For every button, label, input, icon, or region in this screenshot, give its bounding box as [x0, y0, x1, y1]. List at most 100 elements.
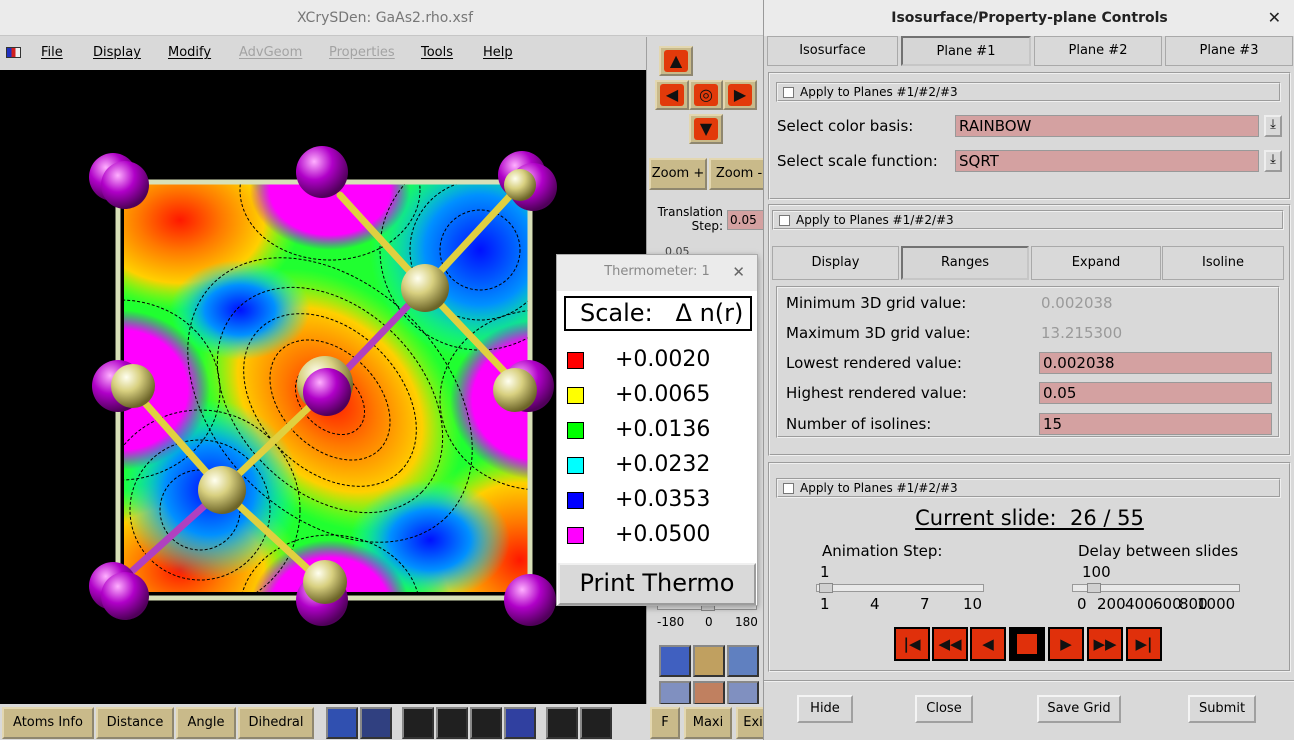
lowest-rendered-input[interactable]: 0.002038 — [1039, 352, 1272, 374]
maxi-button[interactable]: Maxi — [684, 707, 732, 739]
subtab-ranges[interactable]: Ranges — [901, 246, 1029, 280]
apply-planes-checkbox[interactable] — [779, 215, 790, 226]
delay-tick: 200 — [1097, 595, 1126, 613]
translate-right-button[interactable]: ▶ — [723, 80, 757, 110]
reset-view-button[interactable]: ◎ — [689, 80, 723, 110]
apply-planes-label: Apply to Planes #1/#2/#3 — [800, 85, 958, 99]
close-icon[interactable]: ✕ — [732, 263, 745, 281]
crystal-render[interactable] — [0, 70, 646, 706]
apply-planes-label: Apply to Planes #1/#2/#3 — [796, 213, 954, 227]
apply-planes-checkbox-row[interactable]: Apply to Planes #1/#2/#3 — [776, 478, 1281, 498]
stop-button[interactable] — [1009, 627, 1045, 661]
dialog-titlebar: Isosurface/Property-plane Controls ✕ — [764, 0, 1294, 36]
menu-properties[interactable]: Properties — [329, 45, 395, 60]
thermometer-window: Thermometer: 1 ✕ Scale: Δ n(r) +0.0020 +… — [556, 254, 758, 606]
close-button[interactable]: Close — [915, 695, 973, 723]
translation-label-line2: Step: — [691, 219, 723, 233]
menu-bar: File Display Modify AdvGeom Properties T… — [0, 37, 646, 69]
fast-backward-button[interactable]: ◀◀ — [932, 627, 968, 661]
subtab-isoline[interactable]: Isoline — [1162, 246, 1284, 280]
translation-step-input[interactable]: 0.05 — [727, 210, 767, 230]
arrow-down-icon: ▼ — [694, 118, 718, 140]
ball-icon[interactable] — [402, 707, 434, 739]
menu-file[interactable]: File — [41, 45, 63, 60]
first-slide-button[interactable]: |◀ — [894, 627, 930, 661]
tab-plane-1[interactable]: Plane #1 — [901, 36, 1031, 66]
highest-rendered-input[interactable]: 0.05 — [1039, 382, 1272, 404]
previous-slide-button[interactable]: ◀ — [970, 627, 1006, 661]
translate-up-button[interactable]: ▲ — [659, 46, 693, 76]
tab-isosurface[interactable]: Isosurface — [767, 36, 898, 66]
angle-button[interactable]: Angle — [176, 707, 236, 739]
fast-forward-button[interactable]: ▶▶ — [1087, 627, 1123, 661]
menu-advgeom[interactable]: AdvGeom — [239, 45, 303, 60]
highest-rendered-label: Highest rendered value: — [786, 384, 967, 402]
legend-item: +0.0353 — [567, 485, 752, 515]
apply-planes-checkbox[interactable] — [783, 483, 794, 494]
apply-planes-checkbox[interactable] — [783, 87, 794, 98]
apply-planes-checkbox-row[interactable]: Apply to Planes #1/#2/#3 — [776, 82, 1281, 102]
delay-tick: 400 — [1125, 595, 1154, 613]
delay-thumb[interactable] — [1087, 583, 1101, 593]
legend-swatch — [567, 352, 584, 369]
last-slide-button[interactable]: ▶| — [1126, 627, 1162, 661]
legend-item: +0.0232 — [567, 450, 752, 480]
atoms-info-button[interactable]: Atoms Info — [2, 707, 94, 739]
structure-viewport[interactable] — [0, 70, 646, 706]
arrow-right-icon: ▶ — [1050, 629, 1082, 659]
perspective-icon[interactable] — [727, 645, 759, 677]
ranges-section — [768, 204, 1291, 456]
hide-button[interactable]: Hide — [797, 695, 853, 723]
stereo-icon[interactable] — [504, 707, 536, 739]
max-grid-value: 13.215300 — [1041, 324, 1123, 342]
animation-step-thumb[interactable] — [819, 583, 833, 593]
wireframe-icon[interactable] — [360, 707, 392, 739]
zoom-out-button[interactable]: Zoom - — [709, 158, 769, 190]
ball-stick-icon[interactable] — [470, 707, 502, 739]
menu-help[interactable]: Help — [483, 45, 513, 60]
arrow-plane-icon[interactable] — [693, 681, 725, 705]
distance-button[interactable]: Distance — [96, 707, 174, 739]
submit-button[interactable]: Submit — [1188, 695, 1256, 723]
color-basis-dropdown[interactable]: ⤓ — [1264, 115, 1282, 137]
menu-modify[interactable]: Modify — [168, 45, 212, 60]
shift-view-icon[interactable] — [693, 645, 725, 677]
shaded-sphere-icon[interactable] — [580, 707, 612, 739]
animation-step-slider[interactable] — [816, 584, 984, 592]
subtab-display[interactable]: Display — [772, 246, 899, 280]
translate-left-button[interactable]: ◀ — [655, 80, 689, 110]
f-button[interactable]: F — [650, 707, 680, 739]
menu-display[interactable]: Display — [93, 45, 141, 60]
translate-down-button[interactable]: ▼ — [689, 114, 723, 144]
print-thermo-button[interactable]: Print Thermo — [558, 563, 756, 605]
isolines-input[interactable]: 15 — [1039, 413, 1272, 435]
menu-tools[interactable]: Tools — [421, 45, 454, 60]
tab-plane-3[interactable]: Plane #3 — [1165, 36, 1293, 66]
target-icon: ◎ — [694, 84, 718, 106]
max-grid-label: Maximum 3D grid value: — [786, 324, 971, 342]
solid-sphere-icon[interactable] — [546, 707, 578, 739]
close-icon[interactable]: ✕ — [1267, 8, 1281, 27]
zoom-in-button[interactable]: Zoom + — [649, 158, 707, 190]
bottom-toolbar: Atoms Info Distance Angle Dihedral F Max… — [0, 704, 770, 740]
app-icon[interactable] — [6, 47, 21, 58]
apply-planes-checkbox-row[interactable]: Apply to Planes #1/#2/#3 — [772, 210, 1284, 230]
crystal-cell-icon[interactable] — [326, 707, 358, 739]
scale-function-field[interactable]: SQRT — [955, 150, 1259, 172]
color-basis-field[interactable]: RAINBOW — [955, 115, 1259, 137]
delay-slider[interactable] — [1072, 584, 1240, 592]
arrow-left-icon: ◀ — [972, 629, 1004, 659]
mesh-ball-icon[interactable] — [436, 707, 468, 739]
scale-function-dropdown[interactable]: ⤓ — [1264, 150, 1282, 172]
anim-tick: 4 — [870, 595, 880, 613]
subtab-expand[interactable]: Expand — [1031, 246, 1161, 280]
rotate-view-icon[interactable] — [659, 645, 691, 677]
save-grid-button[interactable]: Save Grid — [1037, 695, 1121, 723]
arrow-up-icon: ▲ — [664, 50, 688, 72]
dihedral-button[interactable]: Dihedral — [238, 707, 314, 739]
plane-icon[interactable] — [659, 681, 691, 705]
tab-plane-2[interactable]: Plane #2 — [1034, 36, 1162, 66]
legend-value: +0.0136 — [615, 417, 711, 442]
flat-plane-icon[interactable] — [727, 681, 759, 705]
next-slide-button[interactable]: ▶ — [1048, 627, 1084, 661]
